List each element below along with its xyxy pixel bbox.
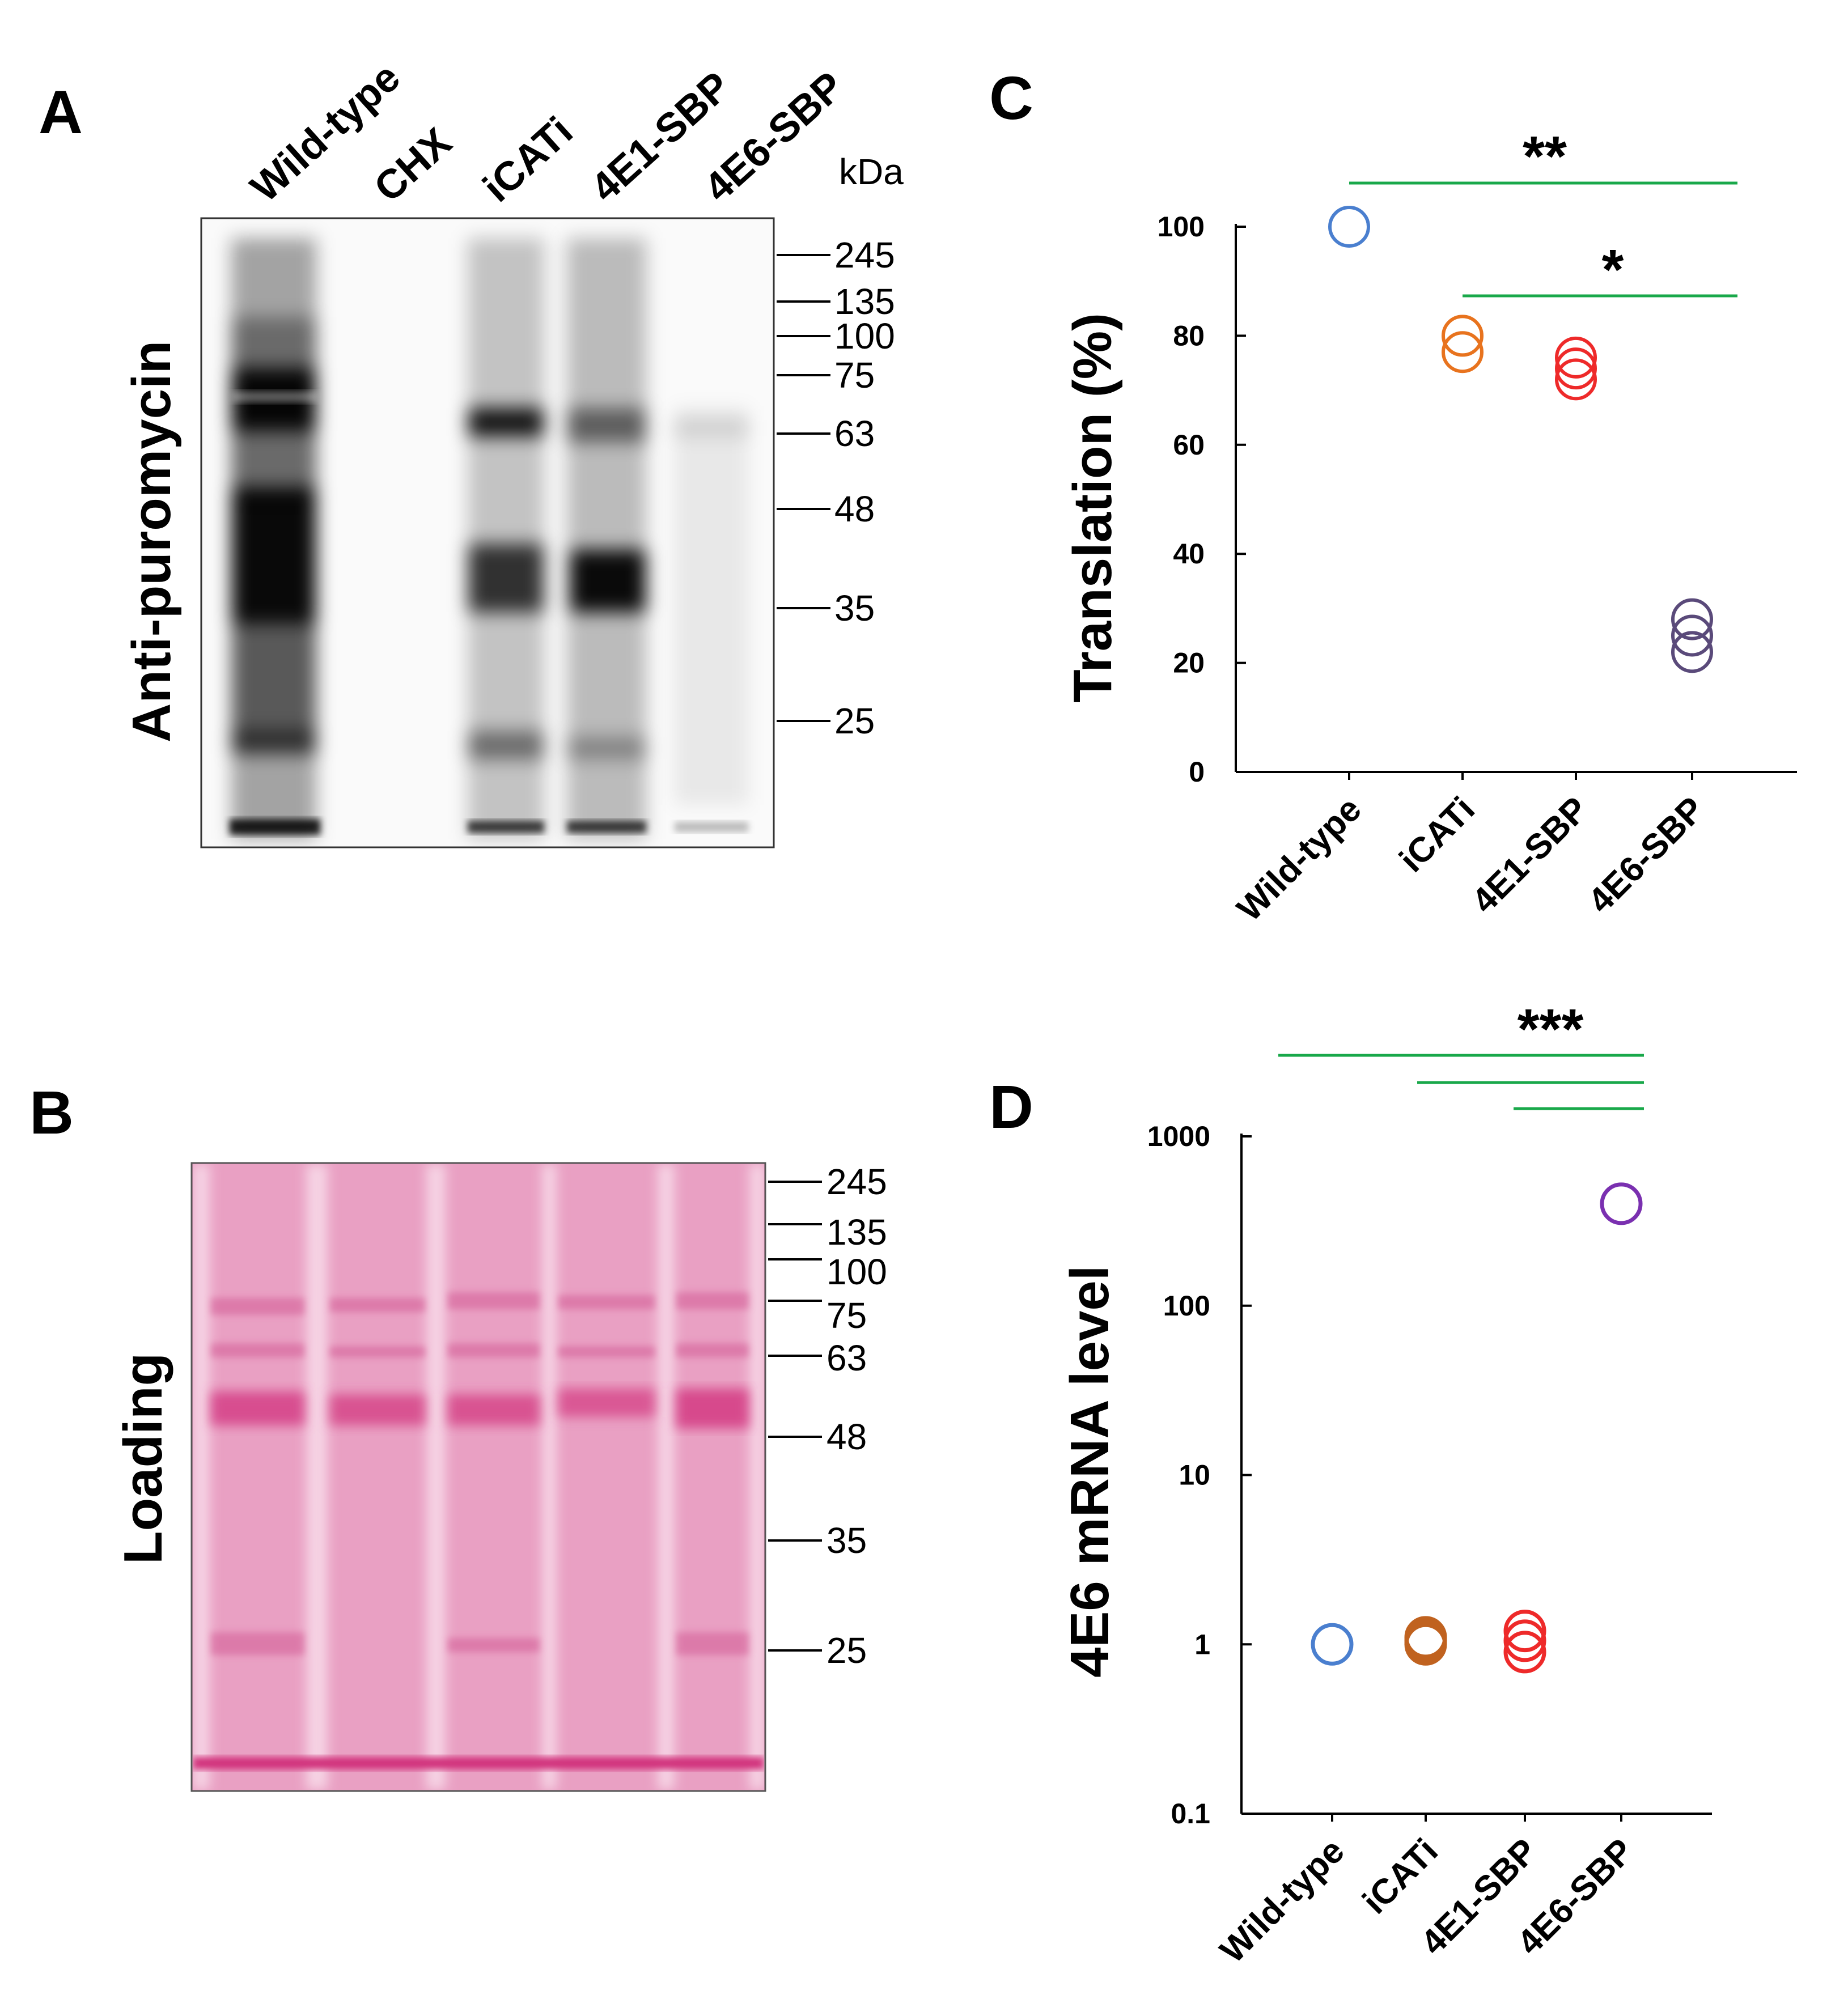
marker-label-135: 135 (827, 1212, 887, 1253)
mw-marker-labels-a: 245 135 100 75 63 48 35 25 (834, 235, 895, 741)
data-point-wild-type (1328, 206, 1370, 248)
data-point-4e6-sbp (1600, 1182, 1643, 1225)
panel-c: C Translation (%) 0 20 40 60 80 100 Wild-type i… (989, 63, 1797, 929)
lane-labels-a: Wild-type CHX iCATi 4E1-SBP 4E6-SBP (242, 54, 853, 211)
y-tick-label: 0 (1189, 756, 1205, 788)
kda-label: kDa (839, 151, 904, 192)
data-point-icati (1404, 1623, 1447, 1666)
panel-a: A Wild-type CHX iCATi 4E1-SBP 4E6-SBP kD… (39, 54, 904, 848)
data-point-4e6-sbp (1671, 614, 1713, 657)
x-tick-label-wild-type: Wild-type (1213, 1831, 1352, 1971)
marker-label-100: 100 (827, 1251, 887, 1292)
data-point-4e1-sbp (1503, 1610, 1546, 1653)
y-tick-label: 100 (1158, 211, 1205, 243)
x-tick-label-icati: iCATi (1392, 790, 1482, 880)
significance-label: *** (1518, 998, 1584, 1061)
data-point-icati (1442, 331, 1484, 374)
panel-b: B Loading (29, 1078, 887, 1792)
data-point-4e6-sbp (1671, 631, 1713, 673)
x-tick-label-wild-type: Wild-type (1230, 790, 1369, 929)
x-tick-label-4e1-sbp: 4E1-SBP (1464, 790, 1596, 921)
mw-marker-labels-b: 245 135 100 75 63 48 35 25 (827, 1161, 887, 1671)
data-point-4e1-sbp (1555, 358, 1597, 401)
data-point-wild-type (1311, 1623, 1354, 1666)
marker-label-48: 48 (834, 489, 875, 529)
y-tick-label: 0.1 (1171, 1798, 1210, 1830)
marker-label-245: 245 (834, 235, 895, 275)
panel-letter-c: C (989, 63, 1033, 132)
data-point-4e1-sbp (1555, 347, 1597, 390)
ponceau-stain-loading (190, 1162, 766, 1792)
chart-c-plot: 0 20 40 60 80 100 Wild-type iCATi4E1-SBP4E6-SBP… (1158, 125, 1797, 929)
significance-label: * (1602, 238, 1624, 302)
marker-label-63: 63 (827, 1338, 867, 1378)
y-label-4e6-mrna-level: 4E6 mRNA level (1059, 1266, 1120, 1678)
marker-label-75: 75 (834, 355, 875, 396)
marker-label-100: 100 (834, 316, 895, 356)
y-tick-label: 1 (1194, 1628, 1210, 1660)
marker-label-48: 48 (827, 1416, 867, 1457)
marker-label-75: 75 (827, 1295, 867, 1336)
mw-markers-b (768, 1181, 822, 1652)
marker-label-245: 245 (827, 1161, 887, 1202)
marker-label-135: 135 (834, 281, 895, 322)
y-label-loading: Loading (113, 1353, 173, 1564)
panel-letter-d: D (989, 1072, 1033, 1141)
y-tick-label: 1000 (1147, 1121, 1210, 1152)
marker-label-35: 35 (834, 588, 875, 629)
data-point-icati (1404, 1619, 1447, 1662)
y-tick-label: 100 (1163, 1290, 1210, 1322)
data-point-4e1-sbp (1555, 336, 1597, 379)
panel-letter-a: A (39, 78, 83, 146)
panel-d: D 4E6 mRNA level 0.1 1 10 100 1000 Wild-type i… (989, 998, 1712, 1971)
panel-letter-b: B (29, 1078, 74, 1147)
lane-label-icati: iCATi (474, 108, 581, 211)
data-point-4e1-sbp (1503, 1619, 1546, 1662)
data-point-4e6-sbp (1671, 598, 1713, 640)
lane-label-chx: CHX (366, 120, 460, 211)
marker-label-63: 63 (834, 413, 875, 454)
y-tick-label: 80 (1173, 320, 1205, 351)
y-label-translation: Translation (%) (1062, 313, 1123, 703)
y-tick-label: 40 (1173, 538, 1205, 570)
y-label-anti-puromycin: Anti-puromycin (121, 341, 182, 742)
marker-label-25: 25 (827, 1630, 867, 1671)
data-point-4e1-sbp (1503, 1631, 1546, 1674)
mw-markers-a (777, 254, 830, 722)
marker-label-25: 25 (834, 701, 875, 741)
marker-label-35: 35 (827, 1520, 867, 1561)
western-blot-anti-puromycin (200, 217, 775, 848)
y-tick-label: 20 (1173, 647, 1205, 679)
significance-label: ** (1523, 125, 1567, 188)
y-tick-label: 10 (1179, 1459, 1210, 1491)
data-point-icati (1442, 315, 1484, 357)
x-tick-label-4e6-sbp: 4E6-SBP (1580, 790, 1712, 921)
y-tick-label: 60 (1173, 429, 1205, 461)
x-tick-label-icati: iCATi (1355, 1831, 1446, 1921)
